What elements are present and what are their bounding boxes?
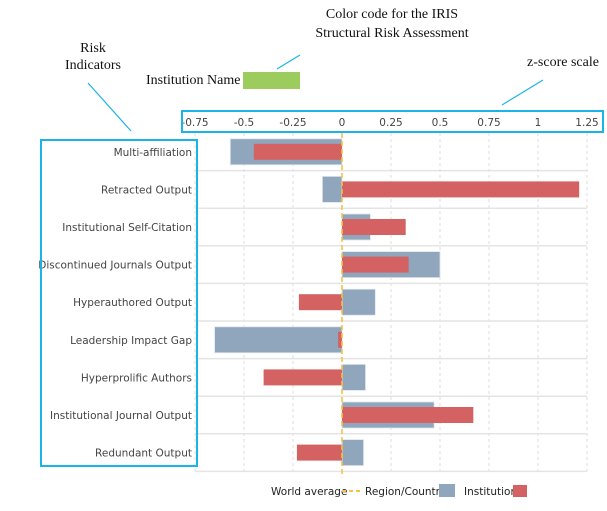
x-tick-label: 0.5 <box>432 117 449 129</box>
legend-region-swatch <box>439 484 455 497</box>
bar-institution <box>342 181 580 198</box>
category-label: Discontinued Journals Output <box>38 260 192 272</box>
x-tick-label: 0.25 <box>379 117 402 129</box>
bar-institution <box>298 294 342 311</box>
legend-institution-swatch <box>513 485 527 497</box>
legend-region-label: Region/Country <box>365 486 446 498</box>
category-label: Retracted Output <box>101 184 192 196</box>
risk-indicators-label-line2: Indicators <box>65 58 121 73</box>
bar-region-country <box>321 175 343 203</box>
bar-region-country <box>214 326 343 354</box>
category-label: Redundant Output <box>95 448 192 460</box>
bar-institution <box>263 369 342 386</box>
bar-institution <box>296 444 342 461</box>
x-tick-label: 1 <box>535 117 542 129</box>
bar-region-country <box>341 439 364 467</box>
category-label: Leadership Impact Gap <box>70 335 192 347</box>
category-label: Institutional Journal Output <box>50 410 192 422</box>
zscore-pointer <box>501 79 544 106</box>
x-tick-label: -0.75 <box>181 117 208 129</box>
bar-institution <box>342 256 409 273</box>
bar-institution <box>338 331 342 348</box>
bar-region-country <box>341 288 376 316</box>
x-tick-label: 0 <box>339 117 346 129</box>
x-tick-label: -0.5 <box>234 117 255 129</box>
risk-indicators-label-line1: Risk <box>80 41 106 56</box>
legend-world-average-label: World average <box>271 486 347 498</box>
color-code-title-line2: Structural Risk Assessment <box>315 26 468 41</box>
category-label: Institutional Self-Citation <box>62 222 192 234</box>
bar-institution <box>253 143 342 160</box>
zscore-scale-label: z-score scale <box>527 55 599 70</box>
bar-institution <box>342 219 406 235</box>
color-code-title-line1: Color code for the IRIS <box>326 7 458 22</box>
x-tick-label: -0.25 <box>279 117 306 129</box>
x-tick-label: 0.75 <box>477 117 500 129</box>
x-tick-label: 1.25 <box>575 117 598 129</box>
category-label: Hyperauthored Output <box>73 297 192 309</box>
category-label: Multi-affiliation <box>114 147 192 159</box>
risk-indicators-pointer <box>87 82 132 132</box>
bar-region-country <box>341 363 366 391</box>
institution-color-swatch <box>243 72 300 89</box>
legend-institution-label: Institution <box>464 486 517 498</box>
institution-name-label: Institution Name <box>146 73 241 88</box>
color-code-pointer <box>276 54 301 70</box>
bar-institution <box>342 407 474 423</box>
category-label: Hyperprolific Authors <box>81 372 192 384</box>
indicators-highlight-box <box>40 139 198 467</box>
axis-highlight-box <box>181 110 604 133</box>
